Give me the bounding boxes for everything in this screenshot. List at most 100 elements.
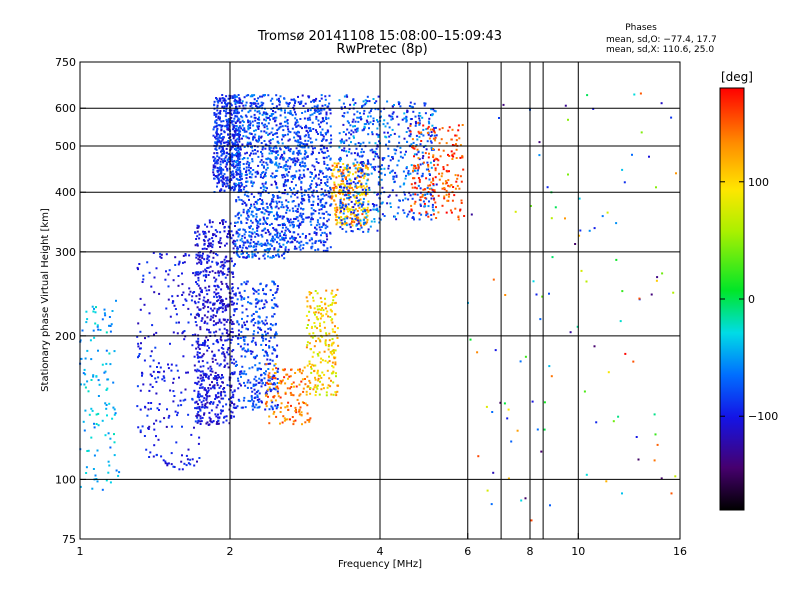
data-point	[371, 166, 374, 169]
data-point	[530, 519, 533, 522]
data-point	[315, 386, 318, 389]
data-point	[272, 133, 275, 136]
data-point	[239, 169, 242, 172]
data-point	[296, 134, 299, 137]
data-point	[223, 131, 226, 134]
data-point	[300, 240, 303, 243]
data-point	[208, 289, 211, 292]
data-point	[263, 212, 266, 215]
data-point	[324, 297, 326, 300]
data-point	[294, 410, 297, 412]
data-point	[207, 376, 210, 379]
data-point	[284, 248, 287, 251]
data-point	[279, 157, 282, 160]
data-point	[363, 109, 366, 112]
data-point	[278, 162, 281, 165]
data-point	[352, 125, 355, 128]
data-point	[234, 127, 237, 130]
data-point	[432, 108, 435, 111]
data-point	[261, 349, 264, 351]
data-point	[259, 222, 262, 225]
data-point	[209, 369, 212, 372]
data-point	[316, 184, 319, 187]
data-point	[141, 372, 144, 375]
data-point	[220, 137, 223, 140]
data-point	[414, 167, 417, 170]
data-point	[286, 219, 289, 222]
data-point	[356, 228, 359, 230]
data-point	[109, 446, 112, 449]
data-point	[198, 396, 201, 399]
data-point	[303, 199, 306, 202]
data-point	[262, 288, 265, 290]
data-point	[335, 187, 338, 189]
data-point	[367, 209, 370, 212]
data-point	[282, 206, 285, 209]
data-point	[228, 186, 231, 189]
data-point	[216, 311, 218, 314]
data-point	[205, 398, 208, 401]
data-point	[342, 115, 345, 118]
data-point	[335, 394, 338, 397]
data-point	[240, 181, 243, 184]
data-point	[202, 307, 205, 310]
data-point	[322, 387, 325, 390]
data-point	[224, 261, 227, 264]
data-point	[215, 406, 218, 409]
data-point	[403, 137, 406, 140]
data-point	[331, 192, 334, 195]
data-point	[315, 233, 318, 236]
data-point	[97, 424, 100, 427]
data-point	[398, 141, 401, 144]
data-point	[234, 263, 236, 266]
data-point	[337, 168, 340, 171]
data-point	[268, 386, 271, 389]
data-point	[359, 168, 362, 171]
data-point	[321, 150, 324, 153]
x-tick-label: 8	[527, 545, 534, 558]
data-point	[434, 126, 437, 129]
data-point	[231, 152, 234, 155]
data-point	[292, 200, 295, 202]
data-point	[307, 198, 310, 201]
data-point	[106, 387, 109, 390]
data-point	[283, 150, 286, 153]
data-point	[416, 172, 419, 175]
data-point	[238, 136, 241, 138]
data-point	[369, 110, 372, 112]
data-point	[235, 199, 238, 201]
data-point	[414, 200, 417, 203]
data-point	[206, 267, 209, 269]
data-point	[360, 209, 363, 212]
data-point	[335, 294, 338, 296]
data-point	[269, 149, 272, 152]
data-point	[435, 206, 437, 209]
data-point	[330, 310, 333, 313]
data-point	[218, 318, 221, 321]
data-point	[236, 163, 239, 166]
data-point	[215, 161, 218, 164]
data-point	[237, 323, 240, 326]
data-point	[401, 118, 404, 121]
data-point	[433, 134, 436, 137]
data-point	[419, 203, 422, 206]
data-point	[327, 344, 330, 346]
data-point	[160, 455, 163, 458]
data-point	[91, 487, 94, 490]
data-point	[225, 108, 228, 111]
data-point	[85, 466, 88, 469]
data-point	[164, 460, 167, 463]
data-point	[414, 124, 417, 127]
data-point	[345, 186, 348, 189]
data-point	[185, 464, 188, 467]
data-point	[349, 184, 352, 187]
data-point	[176, 414, 179, 417]
data-point	[423, 194, 426, 197]
data-point	[349, 192, 352, 195]
data-point	[354, 125, 356, 128]
data-point	[403, 211, 406, 214]
data-point	[104, 314, 107, 317]
data-point	[354, 120, 357, 123]
data-point	[423, 188, 426, 191]
data-point	[343, 112, 346, 115]
